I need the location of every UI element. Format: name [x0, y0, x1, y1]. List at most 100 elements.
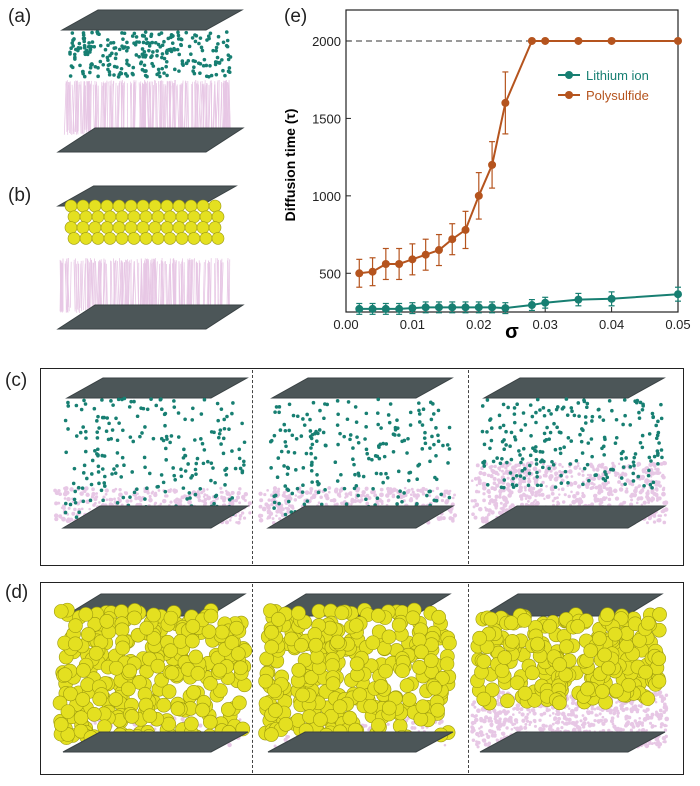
polymer-bead [518, 485, 523, 490]
polymer-bead [655, 467, 660, 472]
polymer-bead [519, 707, 524, 712]
lithium-ion [417, 412, 422, 416]
lithium-ion [132, 399, 136, 404]
lithium-ion [523, 467, 527, 471]
polymer-bead [570, 490, 573, 494]
polymer-strand [140, 258, 143, 308]
lithium-ion [82, 398, 86, 403]
polymer-bead [523, 725, 528, 730]
sulfur-sphere [199, 232, 213, 245]
lithium-ion [96, 74, 100, 79]
lithium-ion [225, 38, 230, 43]
polymer-bead [80, 507, 84, 511]
data-point-polysulfide [527, 36, 536, 45]
lithium-ion [515, 402, 519, 406]
polymer-bead [98, 501, 101, 504]
lithium-ion [164, 458, 168, 462]
lithium-ion [276, 456, 281, 460]
polymer-bead [154, 501, 158, 505]
sulfur-sphere [68, 618, 83, 633]
sulfur-sphere [103, 232, 117, 245]
lithium-ion [105, 416, 110, 420]
lithium-ion [286, 450, 291, 454]
polymer-bead [219, 486, 223, 490]
lithium-ion [528, 403, 533, 407]
lithium-ion [173, 477, 178, 482]
lithium-ion [509, 430, 514, 435]
polymer-bead [488, 501, 492, 506]
polymer-bead [542, 473, 546, 477]
lithium-ion [647, 432, 652, 436]
polymer-bead [319, 495, 323, 499]
polymer-bead [656, 480, 661, 485]
polymer-bead [367, 728, 371, 732]
lithium-ion [176, 435, 181, 439]
lithium-ion [393, 425, 398, 430]
polymer-brush-a [63, 80, 231, 136]
sulfur-sphere [68, 636, 83, 652]
sulfur-sphere [163, 610, 179, 626]
polymer-strand [154, 258, 158, 312]
polymer-bead [625, 487, 629, 491]
lithium-ion [149, 397, 153, 401]
polymer-bead [517, 468, 522, 473]
data-point-lithium-ion [474, 303, 483, 312]
sulfur-sphere [79, 210, 93, 224]
polymer-bead [553, 496, 557, 500]
lithium-ion [83, 52, 88, 57]
lithium-ion [221, 451, 226, 456]
sulfur-sphere [503, 615, 519, 631]
polymer-bead [601, 496, 607, 502]
polymer-bead [496, 701, 502, 707]
sulfur-sphere [308, 637, 324, 653]
polymer-bead [507, 493, 512, 498]
lithium-ion [128, 435, 133, 439]
lithium-ion [590, 454, 594, 459]
polymer-strand [186, 258, 189, 310]
lithium-ion [95, 30, 100, 34]
polymer-bead [443, 743, 447, 747]
lithium-ion [215, 401, 220, 406]
lithium-ion [206, 34, 211, 39]
lithium-ion [585, 405, 589, 410]
lithium-ion [619, 457, 624, 461]
polymer-bead [482, 486, 487, 491]
sulfur-sphere [67, 210, 81, 224]
polymer-bead [270, 502, 274, 507]
sulfur-sphere [652, 607, 667, 622]
lithium-ion [540, 458, 544, 463]
polymer-bead [495, 711, 501, 716]
lithium-ion [384, 471, 388, 476]
polymer-bead [629, 721, 635, 727]
polymer-strand [103, 258, 105, 310]
polymer-bead [486, 514, 490, 517]
lithium-ion [434, 453, 438, 458]
polymer-bead [415, 493, 421, 498]
polymer-bead [124, 491, 129, 496]
lithium-ion [183, 417, 187, 422]
polymer-bead [243, 491, 249, 497]
data-point-lithium-ion [607, 294, 616, 303]
sulfur-sphere [412, 659, 427, 675]
polymer-bead [361, 493, 365, 497]
lithium-ion [208, 63, 212, 68]
polymer-bead [608, 710, 613, 715]
lithium-ion [142, 63, 147, 68]
lithium-ion [447, 425, 452, 430]
lithium-ion [151, 64, 156, 68]
polymer-strand [215, 80, 219, 131]
lithium-ion [534, 462, 539, 466]
polymer-bead [572, 722, 577, 726]
lithium-ion [610, 408, 614, 413]
lithium-ion [169, 434, 174, 438]
lithium-ion [144, 53, 148, 58]
sulfur-sphere [190, 666, 206, 681]
lithium-ion [73, 500, 78, 505]
lithium-ion [141, 34, 145, 38]
lithium-ion [333, 460, 338, 465]
polymer-bead [607, 486, 613, 492]
lithium-ion [95, 452, 99, 456]
lithium-ion [555, 425, 559, 430]
polymer-bead [281, 493, 286, 498]
lithium-ion [77, 41, 82, 46]
